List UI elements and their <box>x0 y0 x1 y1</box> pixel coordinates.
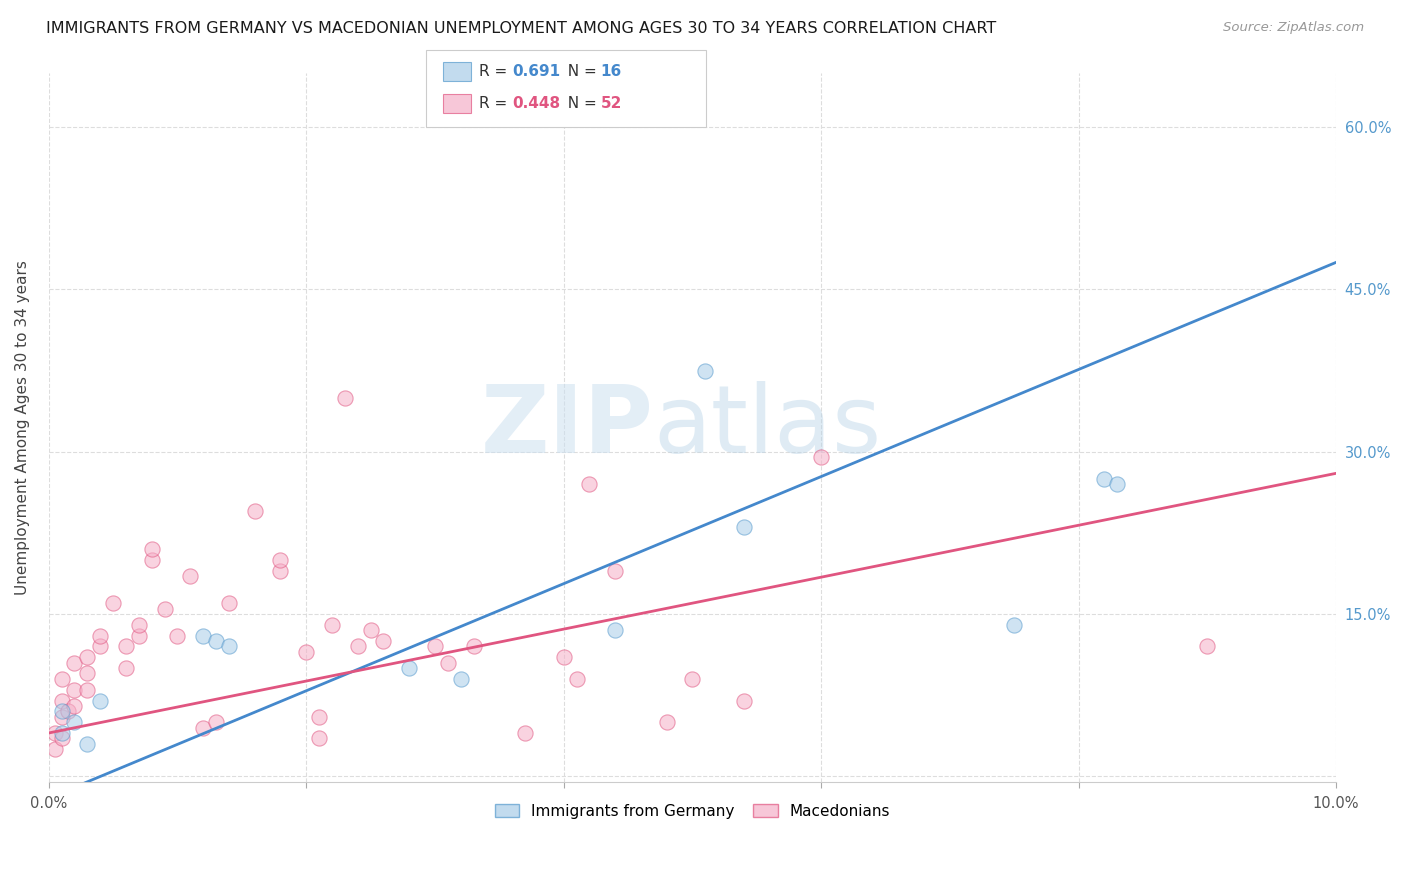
Point <box>76 682 98 697</box>
Point <box>1002 617 1025 632</box>
Point <box>1197 640 1219 654</box>
Point <box>423 640 446 654</box>
Text: Source: ZipAtlas.com: Source: ZipAtlas.com <box>1223 21 1364 35</box>
Point <box>578 477 600 491</box>
Text: 52: 52 <box>600 96 621 111</box>
Point <box>76 737 98 751</box>
Point <box>733 520 755 534</box>
Point <box>141 542 163 557</box>
Y-axis label: Unemployment Among Ages 30 to 34 years: Unemployment Among Ages 30 to 34 years <box>15 260 30 595</box>
Point <box>76 666 98 681</box>
Text: R =: R = <box>479 96 513 111</box>
Point <box>44 726 66 740</box>
Point <box>682 672 704 686</box>
Point <box>1094 472 1116 486</box>
Point <box>51 672 73 686</box>
Point <box>308 731 330 746</box>
Text: ZIP: ZIP <box>481 381 654 474</box>
Point <box>89 640 111 654</box>
Text: 0.691: 0.691 <box>512 64 560 78</box>
Point <box>243 504 266 518</box>
Point <box>553 650 575 665</box>
Point <box>51 693 73 707</box>
Point <box>89 629 111 643</box>
Point <box>437 656 460 670</box>
Text: N =: N = <box>558 64 602 78</box>
Point <box>51 704 73 718</box>
Point <box>128 629 150 643</box>
Point <box>193 629 215 643</box>
Point <box>89 693 111 707</box>
Text: IMMIGRANTS FROM GERMANY VS MACEDONIAN UNEMPLOYMENT AMONG AGES 30 TO 34 YEARS COR: IMMIGRANTS FROM GERMANY VS MACEDONIAN UN… <box>46 21 997 37</box>
Point <box>63 698 86 713</box>
Text: R =: R = <box>479 64 513 78</box>
Point <box>218 640 240 654</box>
Point <box>76 650 98 665</box>
Text: 16: 16 <box>600 64 621 78</box>
Point <box>360 623 382 637</box>
Point <box>51 726 73 740</box>
Point <box>605 623 627 637</box>
Point <box>205 715 228 730</box>
Point <box>63 656 86 670</box>
Point <box>295 645 318 659</box>
Text: N =: N = <box>558 96 602 111</box>
Point <box>193 721 215 735</box>
Point <box>141 553 163 567</box>
Text: 0.448: 0.448 <box>512 96 560 111</box>
Point <box>44 742 66 756</box>
Point <box>565 672 588 686</box>
Legend: Immigrants from Germany, Macedonians: Immigrants from Germany, Macedonians <box>488 797 897 825</box>
Point <box>115 640 138 654</box>
Point <box>179 569 201 583</box>
Point <box>269 564 291 578</box>
Point <box>605 564 627 578</box>
Point <box>269 553 291 567</box>
Point <box>115 661 138 675</box>
Point <box>308 710 330 724</box>
Point <box>733 693 755 707</box>
Point <box>56 704 79 718</box>
Point <box>450 672 472 686</box>
Point <box>398 661 420 675</box>
Point <box>463 640 485 654</box>
Point <box>101 596 124 610</box>
Point <box>346 640 368 654</box>
Point <box>51 731 73 746</box>
Text: atlas: atlas <box>654 381 882 474</box>
Point <box>655 715 678 730</box>
Point <box>205 634 228 648</box>
Point <box>695 363 717 377</box>
Point <box>333 391 356 405</box>
Point <box>810 450 832 464</box>
Point <box>153 601 176 615</box>
Point <box>63 682 86 697</box>
Point <box>373 634 395 648</box>
Point <box>63 715 86 730</box>
Point <box>321 617 343 632</box>
Point <box>166 629 188 643</box>
Point <box>513 726 536 740</box>
Point <box>218 596 240 610</box>
Point <box>51 710 73 724</box>
Point <box>1107 477 1129 491</box>
Point <box>128 617 150 632</box>
